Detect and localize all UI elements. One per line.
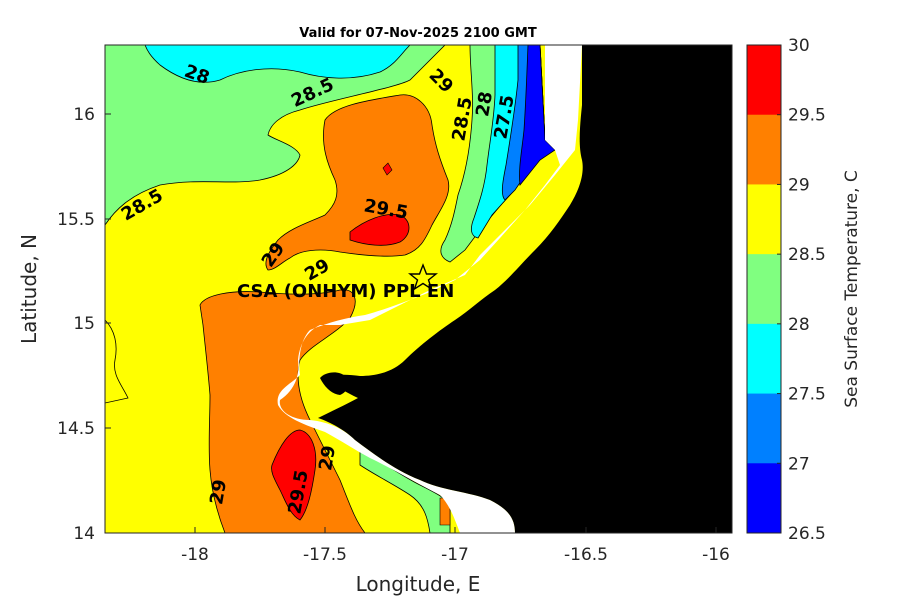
sst-band-28-28-5-northwest: [105, 45, 446, 226]
sst-band-27-5-28-northwest: [144, 45, 411, 83]
sst-band-28-5-29-west: [105, 319, 129, 404]
x-axis: -18 -17.5 -17 -16.5 -16 Longitude, E: [181, 527, 730, 596]
y-axis-label: Latitude, N: [17, 234, 41, 344]
x-tick-label: -17.5: [303, 545, 347, 565]
colorbar-tick-label: 28.5: [788, 245, 826, 265]
colorbar-swatch: [747, 254, 781, 325]
colorbar: 30 29.5 29 28.5 28 27.5 27 26.5 Sea Surface Tem…: [746, 36, 862, 544]
y-axis: 16 15.5 15 14.5 14 Latitude, N: [17, 105, 111, 544]
station-marker[interactable]: CSA (ONHYM) PPL EN: [237, 263, 454, 302]
star-icon: [408, 263, 438, 291]
station-label: CSA (ONHYM) PPL EN: [237, 281, 454, 302]
colorbar-swatch: [747, 463, 781, 534]
colorbar-ticks: 30 29.5 29 28.5 28 27.5 27 26.5: [777, 36, 826, 544]
sst-band-29-5-30-north: [349, 213, 410, 246]
colorbar-swatch: [747, 393, 781, 464]
sst-spot-29-5-30: [382, 162, 393, 176]
colorbar-tick-label: 26.5: [788, 524, 826, 544]
contour-label: 29: [315, 444, 340, 472]
no-data-coastal-strip: [277, 45, 582, 533]
sst-band-29-5-30-south: [271, 429, 317, 521]
y-tick-label: 14: [73, 524, 95, 544]
colorbar-swatch: [747, 45, 781, 116]
contour-label: 28: [472, 90, 497, 118]
colorbar-swatches: [747, 45, 781, 534]
contour-label: 29: [206, 478, 231, 506]
y-tick-label: 15.5: [57, 210, 95, 230]
map-title: Valid for 07-Nov-2025 2100 GMT: [299, 26, 537, 41]
plot-frame: [104, 44, 733, 534]
y-tick-label: 15: [73, 314, 95, 334]
x-tick-label: -16.5: [564, 545, 608, 565]
colorbar-tick-label: 29: [788, 175, 810, 195]
y-tick-label: 14.5: [57, 419, 95, 439]
colorbar-tick-label: 28: [788, 315, 810, 335]
x-tick-label: -17: [441, 545, 469, 565]
x-axis-label: Longitude, E: [356, 572, 481, 596]
colorbar-swatch: [747, 184, 781, 255]
sst-band-28-28-5-coastal-south: [359, 449, 451, 533]
x-tick-label: -18: [181, 545, 209, 565]
colorbar-frame: [746, 44, 782, 534]
colorbar-tick-label: 29.5: [788, 106, 826, 126]
colorbar-tick-label: 27.5: [788, 385, 826, 405]
colorbar-tick-label: 30: [788, 36, 810, 56]
cap-vert-peninsula: [320, 372, 348, 395]
colorbar-label: Sea Surface Temperature, C: [842, 170, 862, 408]
y-tick-label: 16: [73, 105, 95, 125]
sst-contour-map: [105, 45, 732, 533]
land-mass: [318, 45, 732, 533]
colorbar-swatch: [747, 323, 781, 395]
colorbar-swatch: [747, 114, 781, 185]
sst-band-26-5-27-coastal: [519, 45, 556, 186]
x-tick-label: -16: [702, 545, 730, 565]
colorbar-tick-label: 27: [788, 454, 810, 474]
